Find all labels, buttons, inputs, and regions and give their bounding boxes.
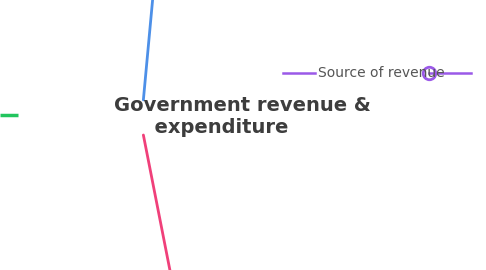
Text: Source of revenue: Source of revenue [318,66,445,80]
Text: Government revenue &
      expenditure: Government revenue & expenditure [114,96,371,137]
